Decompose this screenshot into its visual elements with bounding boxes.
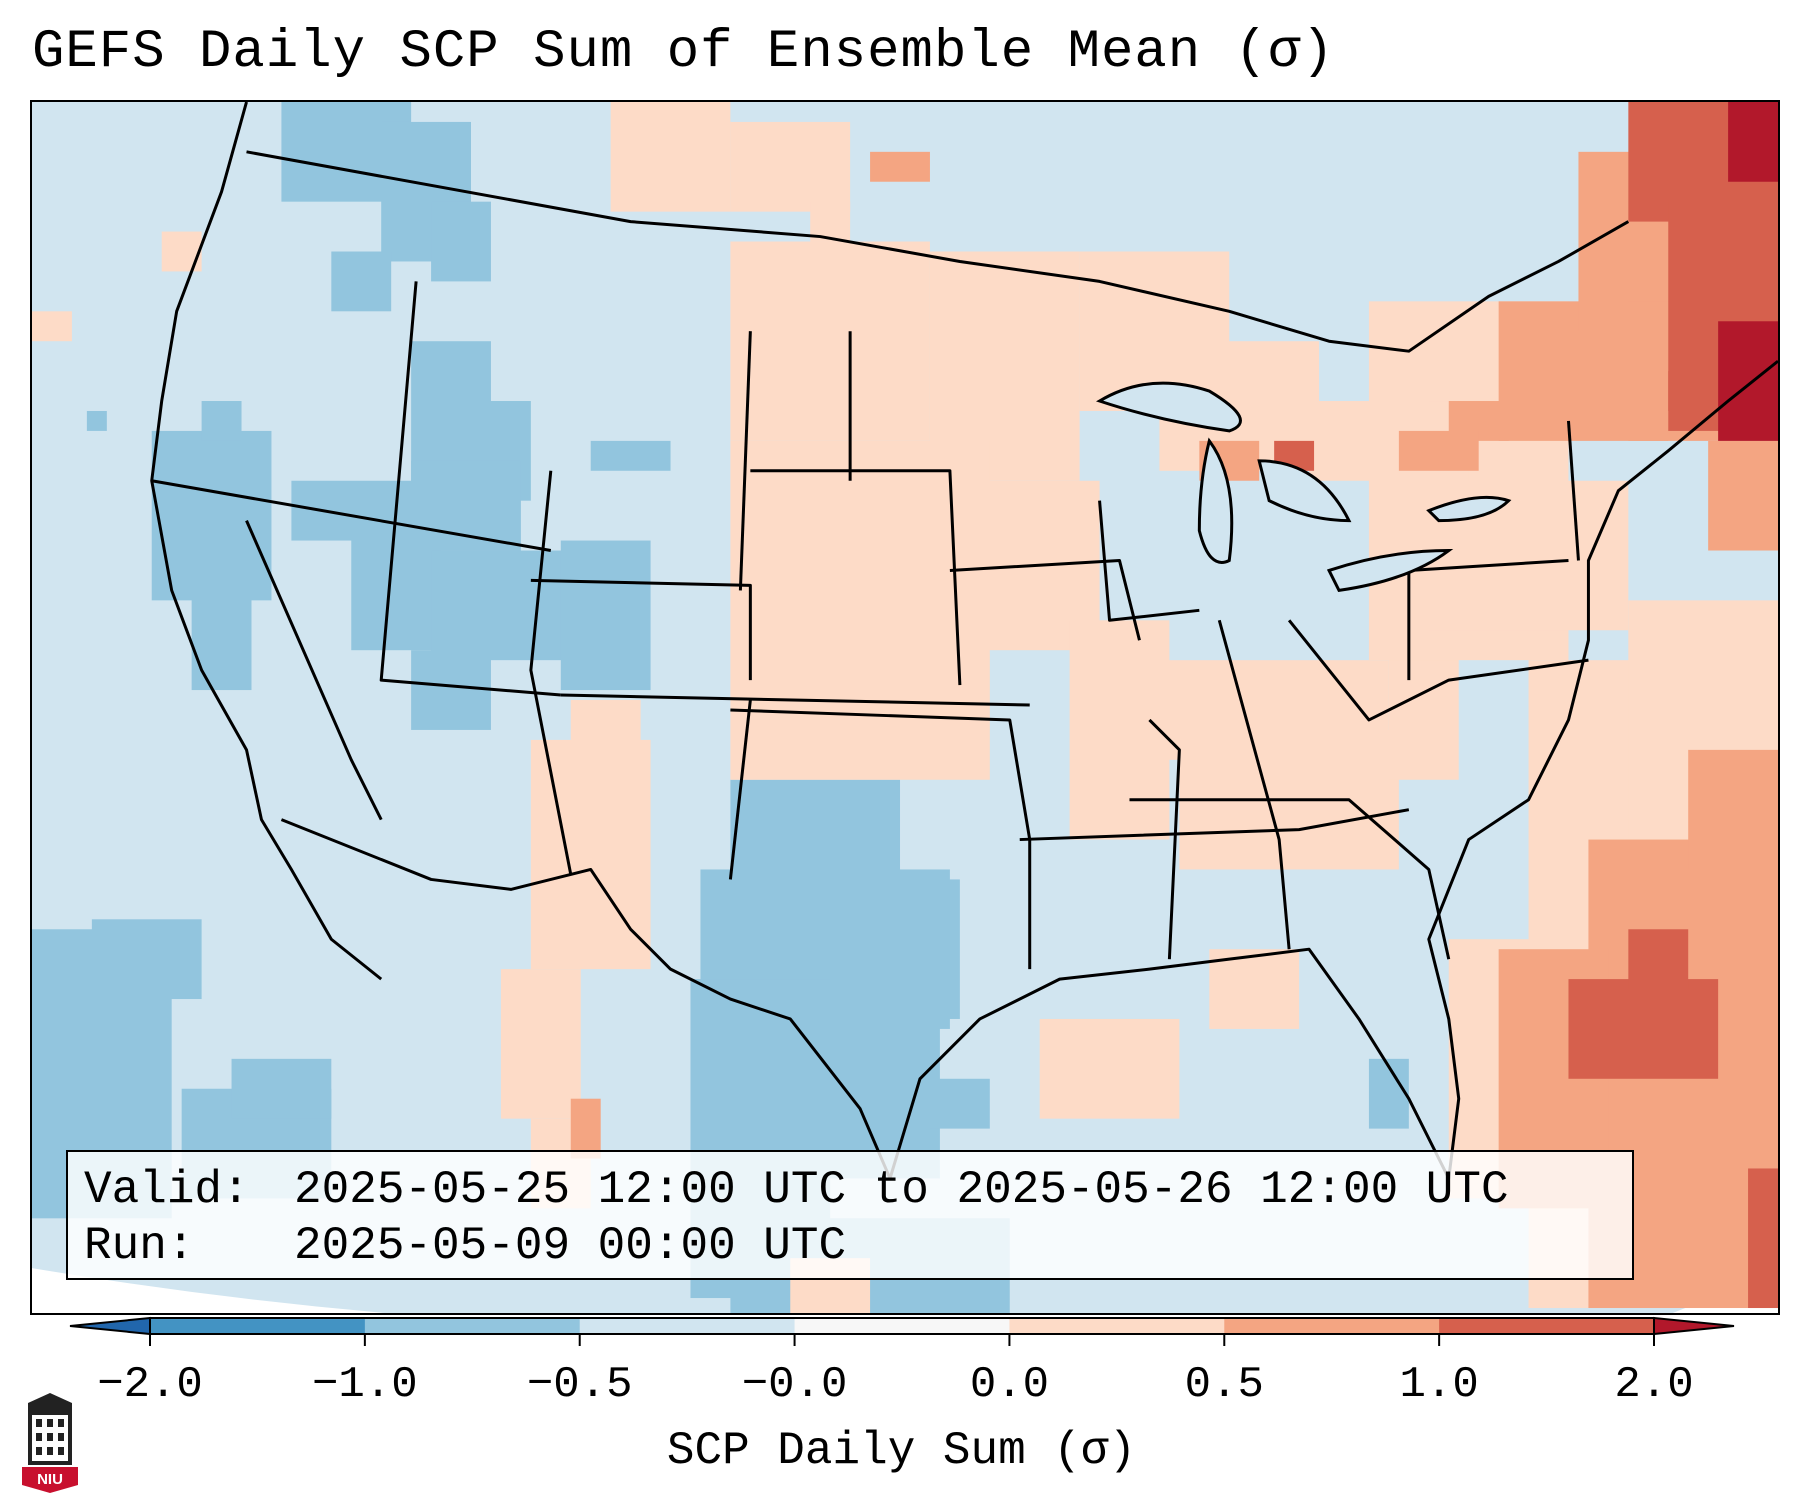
colorbar-tick-label: −1.0 [312,1360,418,1410]
run-value: 2025-05-09 00:00 UTC [294,1220,847,1272]
colorbar-tick-label: 0.0 [969,1360,1050,1410]
colorbar-bin [150,1318,366,1334]
positive-anomaly-patches-extreme [1718,102,1778,441]
map-panel[interactable] [30,100,1780,1315]
anomaly-map[interactable] [32,102,1778,1313]
colorbar-bin [364,1318,581,1334]
valid-time-box: Valid: 2025-05-25 12:00 UTC to 2025-05-26… [66,1150,1634,1280]
negative-anomaly-patches [32,102,1409,1313]
colorbar [69,1316,1735,1346]
run-line: Run: 2025-05-09 00:00 UTC [84,1218,1616,1274]
colorbar-outline [149,1317,1655,1335]
university-tower-icon: NIU [22,1393,78,1493]
logo-text: NIU [37,1471,63,1488]
valid-key: Valid: [84,1164,250,1216]
projection-edge-left [32,1268,385,1313]
great-lakes [1095,381,1512,593]
colorbar-bin [579,1318,796,1334]
colorbar-bin [1009,1318,1225,1334]
colorbar-tick-label: 1.0 [1399,1360,1479,1410]
colorbar-tick-label: −0.5 [526,1360,633,1410]
colorbar-bin [794,1318,1010,1334]
colorbar-tick-label: −2.0 [97,1360,203,1410]
colorbar-tick-label: 0.5 [1184,1360,1264,1410]
colorbar-extend-high [1653,1316,1735,1336]
valid-value: 2025-05-25 12:00 UTC to 2025-05-26 12:00… [294,1164,1509,1216]
colorbar-label: SCP Daily Sum (σ) [666,1425,1137,1477]
colorbar-tick-label: 2.0 [1614,1360,1694,1410]
colorbar-bin [1224,1318,1440,1334]
valid-line: Valid: 2025-05-25 12:00 UTC to 2025-05-26… [84,1162,1616,1218]
state-borders [150,102,1778,1180]
run-key: Run: [84,1220,195,1272]
colorbar-bin [1439,1318,1655,1334]
colorbar-extend-low [69,1316,151,1336]
colorbar-tick-label: −0.0 [741,1360,848,1410]
chart-title: GEFS Daily SCP Sum of Ensemble Mean (σ) [32,22,1335,83]
